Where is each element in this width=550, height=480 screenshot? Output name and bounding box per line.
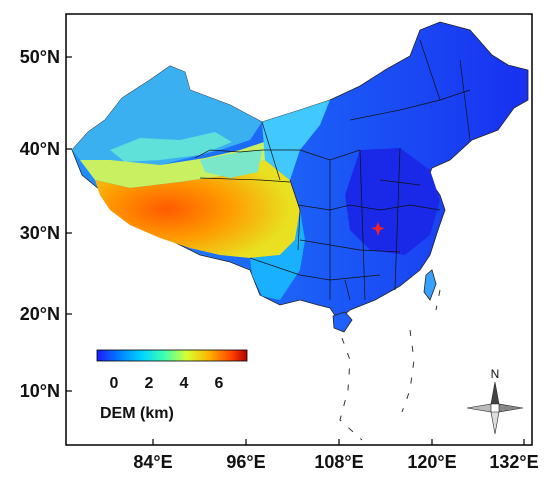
taiwan-island — [423, 269, 437, 301]
colorbar-tick-2: 2 — [145, 375, 154, 392]
province-boundaries — [194, 39, 471, 301]
tarim-basin — [110, 132, 232, 162]
east-plain — [345, 148, 440, 255]
loess-transition — [262, 100, 330, 180]
x-tick-96e: 96°E — [226, 452, 265, 472]
compass-east-point — [498, 403, 524, 413]
y-tick-50n: 50°N — [20, 47, 60, 67]
south-china-sea-dashes — [339, 289, 441, 441]
compass-west-point — [466, 403, 492, 413]
compass-north-label: N — [491, 367, 500, 381]
compass-south-point — [490, 411, 500, 435]
y-tick-30n: 30°N — [20, 223, 60, 243]
qaidam-basin — [200, 150, 262, 178]
location-marker — [371, 222, 385, 236]
y-tick-10n: 10°N — [20, 381, 60, 401]
compass-rose: N — [466, 367, 524, 435]
x-tick-108e: 108°E — [314, 452, 363, 472]
x-tick-120e: 120°E — [407, 452, 456, 472]
dem-raster — [71, 21, 529, 333]
y-tick-40n: 40°N — [20, 139, 60, 159]
hainan-island — [332, 311, 353, 333]
colorbar-gradient — [96, 349, 248, 362]
x-tick-132e: 132°E — [489, 452, 538, 472]
axis-ticks — [66, 56, 525, 445]
tibetan-plateau — [95, 160, 300, 258]
y-tick-20n: 20°N — [20, 304, 60, 324]
colorbar-tick-6: 6 — [215, 375, 224, 392]
yunnan-transition — [250, 210, 305, 300]
colorbar-tick-4: 4 — [180, 375, 189, 392]
colorbar: 0 2 4 6 DEM (km) — [96, 349, 248, 422]
colorbar-title: DEM (km) — [100, 405, 174, 422]
compass-north-point — [490, 381, 500, 405]
x-tick-84e: 84°E — [133, 452, 172, 472]
colorbar-tick-0: 0 — [110, 375, 119, 392]
